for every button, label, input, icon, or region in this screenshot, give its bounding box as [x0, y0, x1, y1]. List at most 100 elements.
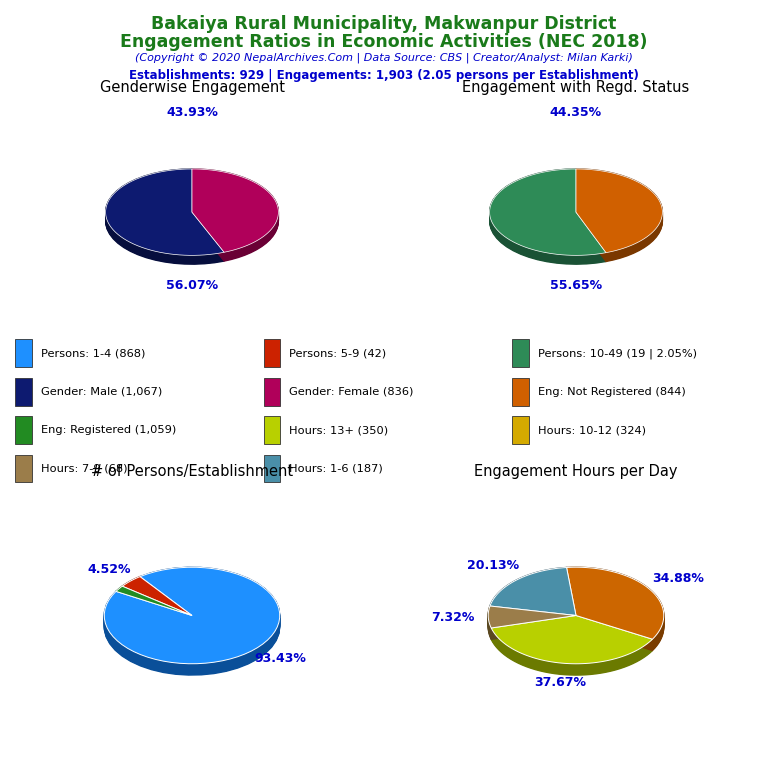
Polygon shape	[122, 577, 192, 615]
Polygon shape	[122, 586, 192, 624]
Polygon shape	[567, 572, 664, 644]
Polygon shape	[567, 578, 664, 650]
Polygon shape	[104, 570, 280, 666]
Polygon shape	[116, 592, 192, 621]
Polygon shape	[116, 588, 192, 617]
Polygon shape	[192, 174, 278, 257]
Polygon shape	[106, 172, 224, 258]
Polygon shape	[106, 177, 224, 263]
Text: Bakaiya Rural Municipality, Makwanpur District: Bakaiya Rural Municipality, Makwanpur Di…	[151, 15, 617, 33]
Polygon shape	[567, 568, 664, 639]
Polygon shape	[490, 569, 576, 617]
Polygon shape	[122, 578, 192, 617]
Text: 43.93%: 43.93%	[166, 106, 218, 119]
Polygon shape	[490, 176, 606, 262]
Polygon shape	[116, 591, 192, 620]
Polygon shape	[490, 177, 606, 263]
Polygon shape	[104, 577, 280, 674]
Polygon shape	[490, 177, 606, 263]
Polygon shape	[116, 590, 192, 619]
Polygon shape	[490, 577, 576, 624]
Text: 7.32%: 7.32%	[432, 611, 475, 624]
Polygon shape	[488, 611, 576, 634]
Polygon shape	[116, 586, 192, 615]
Polygon shape	[116, 589, 192, 618]
Polygon shape	[492, 617, 653, 665]
Polygon shape	[567, 571, 664, 642]
Polygon shape	[490, 572, 576, 620]
Polygon shape	[488, 607, 576, 630]
Polygon shape	[116, 587, 192, 616]
Polygon shape	[492, 624, 653, 672]
Polygon shape	[104, 574, 280, 671]
Polygon shape	[490, 576, 576, 624]
Polygon shape	[492, 619, 653, 667]
Polygon shape	[576, 177, 662, 261]
Polygon shape	[116, 598, 192, 627]
Polygon shape	[192, 177, 278, 260]
Polygon shape	[122, 578, 192, 616]
Polygon shape	[116, 586, 192, 615]
Polygon shape	[576, 170, 662, 253]
Polygon shape	[492, 618, 653, 667]
Polygon shape	[490, 175, 606, 261]
Polygon shape	[192, 173, 278, 257]
Polygon shape	[567, 574, 664, 647]
Polygon shape	[576, 172, 662, 256]
Polygon shape	[576, 171, 662, 255]
Polygon shape	[490, 575, 576, 623]
Polygon shape	[492, 626, 653, 674]
Polygon shape	[490, 172, 606, 258]
Polygon shape	[567, 577, 664, 649]
Polygon shape	[106, 177, 224, 263]
Polygon shape	[492, 617, 653, 666]
Polygon shape	[488, 617, 576, 639]
Title: Engagement Hours per Day: Engagement Hours per Day	[475, 464, 677, 478]
Polygon shape	[106, 176, 224, 262]
Polygon shape	[576, 177, 662, 260]
Polygon shape	[192, 177, 278, 260]
Polygon shape	[122, 581, 192, 620]
FancyBboxPatch shape	[263, 339, 280, 367]
Polygon shape	[576, 169, 662, 253]
Polygon shape	[106, 170, 224, 256]
Polygon shape	[192, 169, 278, 252]
Polygon shape	[488, 614, 576, 636]
Polygon shape	[567, 578, 664, 650]
Polygon shape	[116, 593, 192, 622]
Polygon shape	[106, 172, 224, 259]
FancyBboxPatch shape	[512, 416, 528, 444]
Polygon shape	[104, 574, 280, 670]
Polygon shape	[106, 175, 224, 261]
FancyBboxPatch shape	[263, 416, 280, 444]
Polygon shape	[116, 595, 192, 624]
Title: # of Persons/Establishment: # of Persons/Establishment	[91, 464, 293, 478]
Text: (Copyright © 2020 NepalArchives.Com | Data Source: CBS | Creator/Analyst: Milan : (Copyright © 2020 NepalArchives.Com | Da…	[135, 52, 633, 63]
Polygon shape	[490, 169, 606, 255]
Polygon shape	[192, 170, 278, 253]
Polygon shape	[104, 575, 280, 672]
FancyBboxPatch shape	[512, 378, 528, 406]
Polygon shape	[492, 616, 653, 664]
Polygon shape	[567, 571, 664, 643]
Polygon shape	[122, 582, 192, 621]
Text: Hours: 13+ (350): Hours: 13+ (350)	[290, 425, 389, 435]
Polygon shape	[492, 627, 653, 675]
Text: Engagement Ratios in Economic Activities (NEC 2018): Engagement Ratios in Economic Activities…	[121, 33, 647, 51]
Polygon shape	[490, 578, 576, 626]
Polygon shape	[104, 569, 280, 665]
Polygon shape	[490, 570, 576, 617]
Text: Gender: Female (836): Gender: Female (836)	[290, 386, 413, 397]
Polygon shape	[192, 172, 278, 255]
Polygon shape	[106, 169, 224, 255]
Polygon shape	[488, 613, 576, 635]
Polygon shape	[104, 578, 280, 674]
Text: 44.35%: 44.35%	[550, 106, 602, 119]
Polygon shape	[492, 621, 653, 669]
Polygon shape	[104, 568, 280, 664]
Polygon shape	[122, 585, 192, 624]
Polygon shape	[116, 594, 192, 624]
Polygon shape	[490, 171, 606, 257]
Polygon shape	[122, 587, 192, 625]
FancyBboxPatch shape	[15, 339, 31, 367]
